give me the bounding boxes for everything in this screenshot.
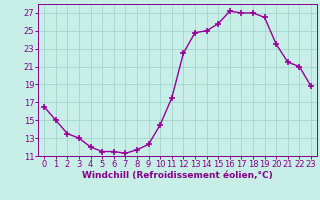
X-axis label: Windchill (Refroidissement éolien,°C): Windchill (Refroidissement éolien,°C)	[82, 171, 273, 180]
